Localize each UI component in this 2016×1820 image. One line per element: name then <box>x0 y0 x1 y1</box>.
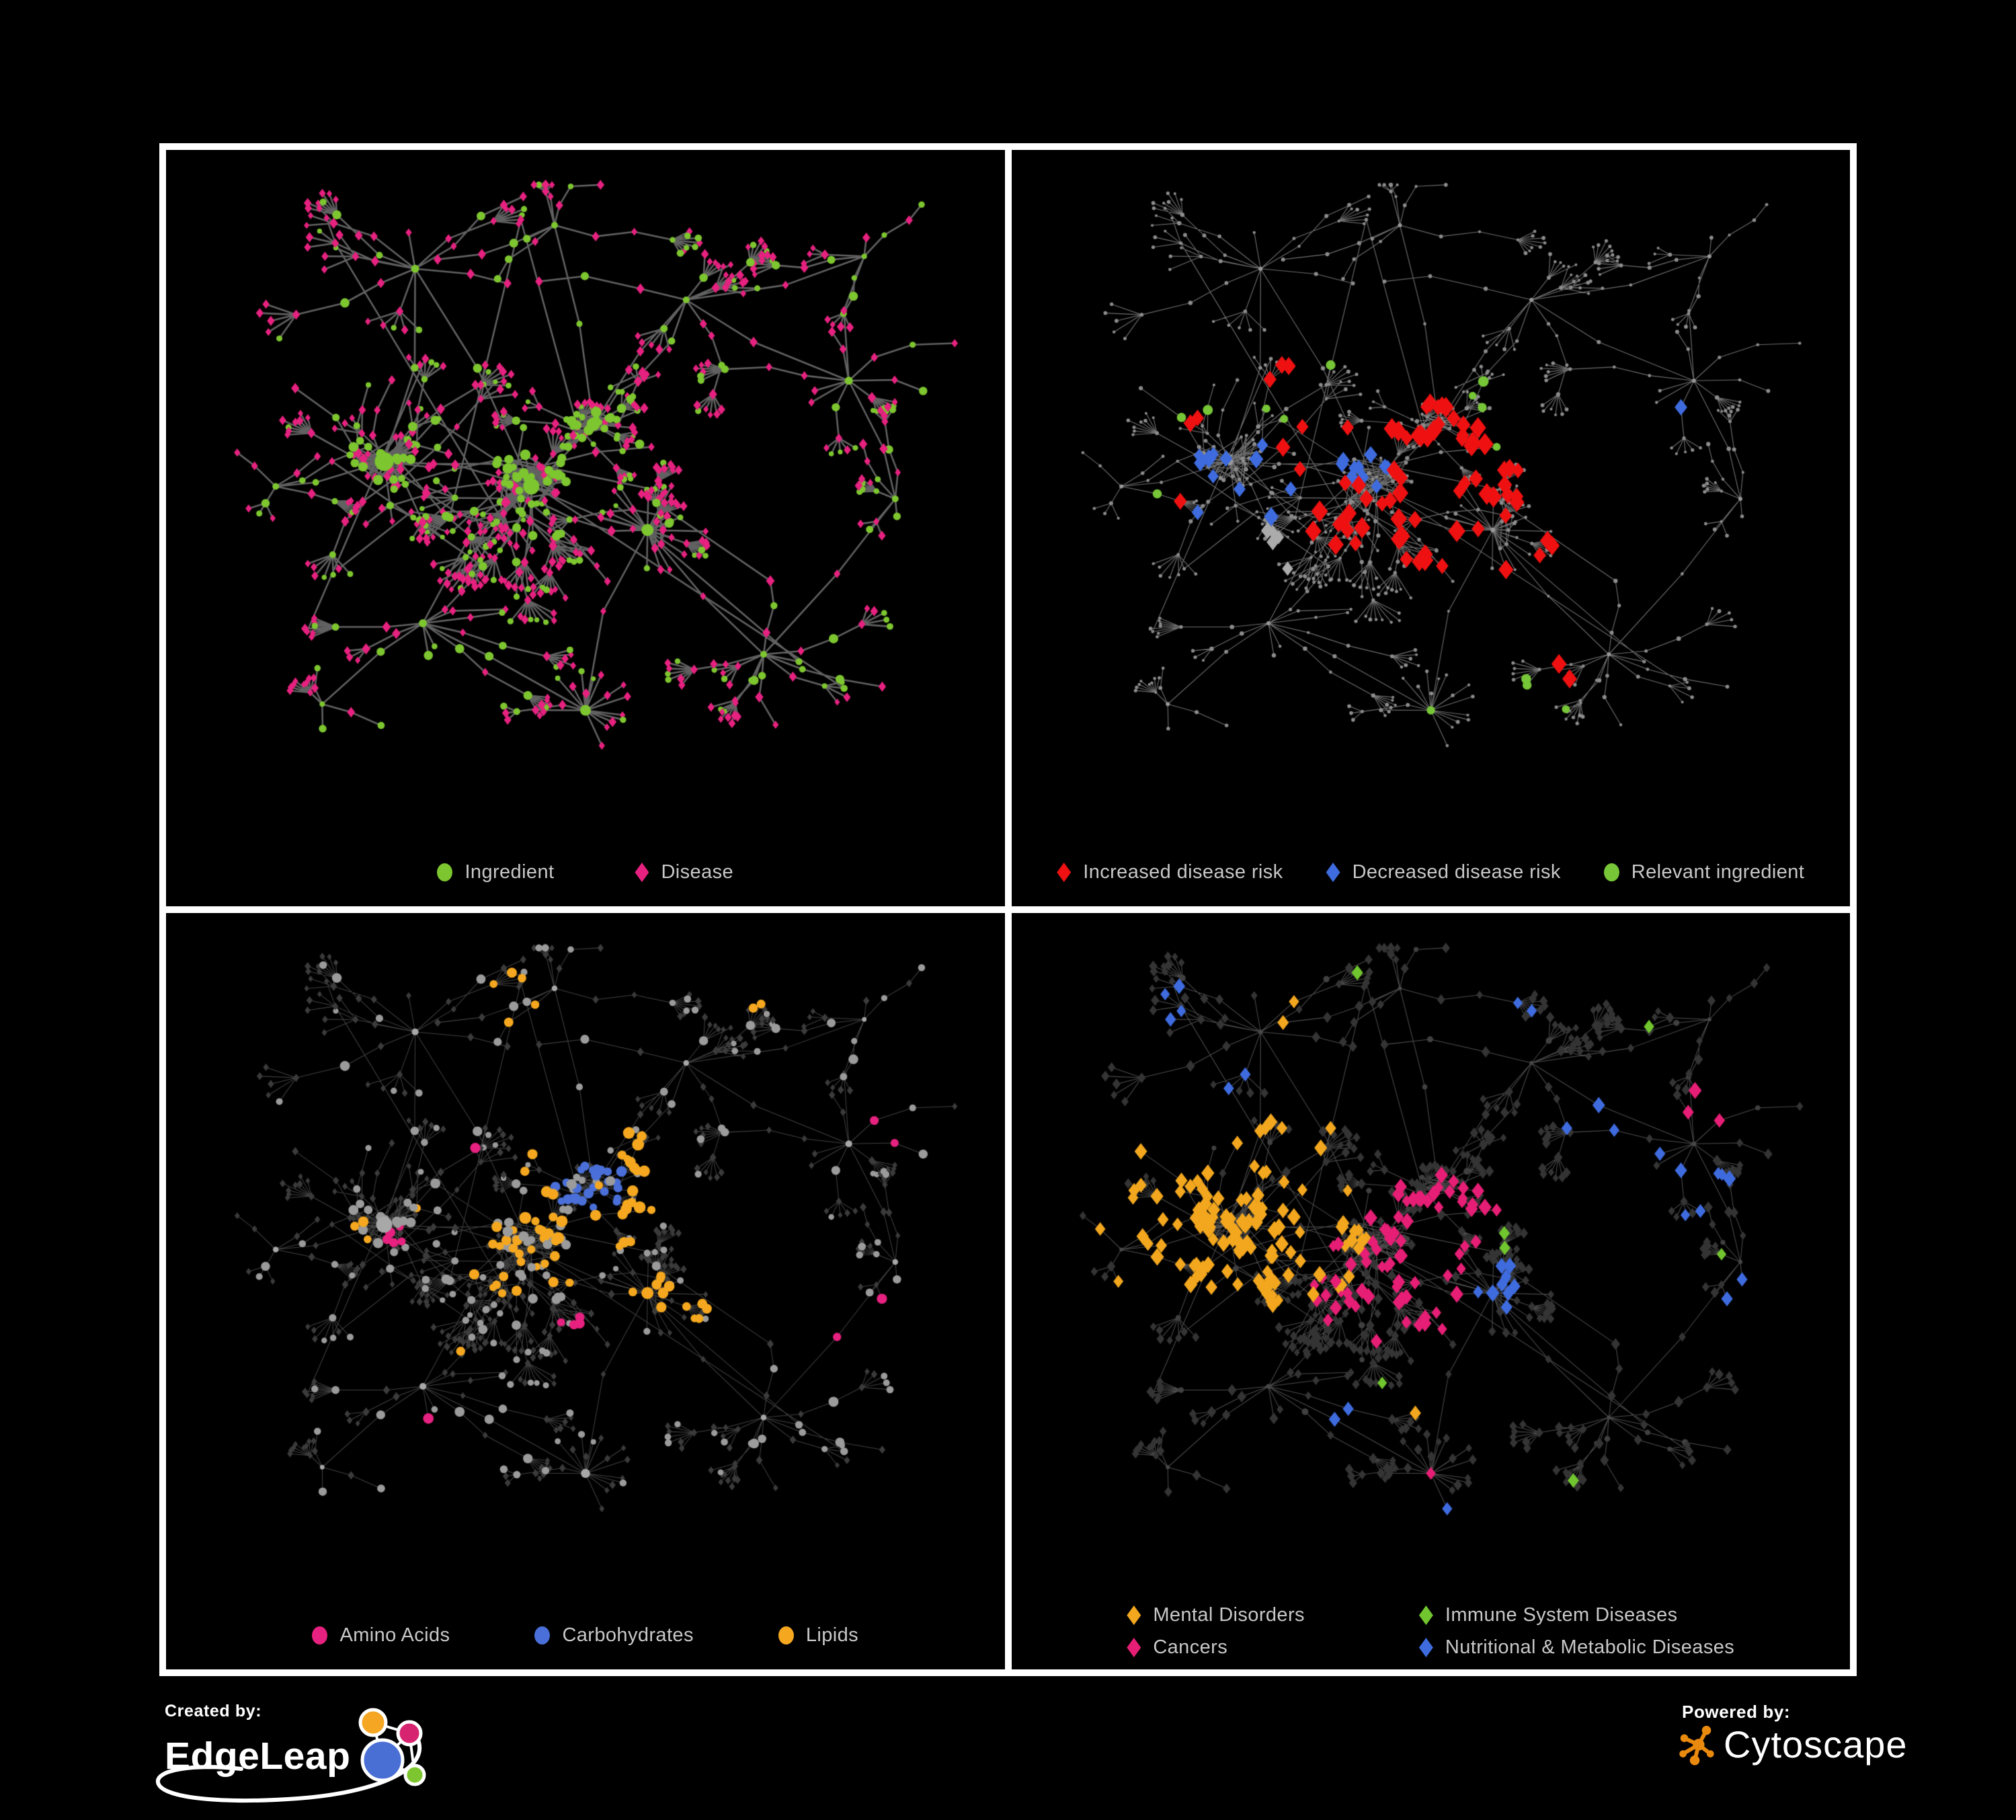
amino-acids-circle-glyph <box>312 1626 328 1645</box>
legend-label: Carbohydrates <box>562 1624 694 1646</box>
carbohydrates-circle-glyph <box>534 1626 551 1645</box>
legend-ingredient-disease: Ingredient Disease <box>166 861 1005 883</box>
panel-ingredient-disease: Ingredient Disease <box>166 150 1005 906</box>
legend-metabolite-classes: Amino Acids Carbohydrates Lipids <box>166 1624 1005 1647</box>
network-canvas-disease-risk <box>1011 150 1850 906</box>
powered-by-label: Powered by: <box>1682 1702 1791 1722</box>
legend-label: Amino Acids <box>339 1624 450 1646</box>
edgeleap-logo-text: EdgeLeap <box>165 1734 351 1778</box>
legend-disease-risk: Increased disease risk Decreased disease … <box>1012 861 1851 883</box>
legend-item-disease: Disease <box>635 861 733 883</box>
nutritional-metabolic-diseases-diamond-glyph <box>1418 1638 1433 1657</box>
edgeleap-network-icon <box>358 1708 426 1786</box>
immune-system-diseases-diamond-glyph <box>1418 1606 1433 1625</box>
panel-metabolite-classes: Amino Acids Carbohydrates Lipids <box>166 913 1005 1669</box>
legend-label: Relevant ingredient <box>1631 861 1805 883</box>
legend-item-mental-disorders: Mental Disorders <box>1127 1604 1305 1626</box>
legend-label: Ingredient <box>465 861 555 883</box>
cytoscape-credit: Powered by: Cytosc <box>1675 1702 1908 1766</box>
legend-label: Disease <box>661 861 734 883</box>
legend-item-carbohydrates: Carbohydrates <box>534 1624 693 1647</box>
legend-disease-categories: Mental Disorders Immune System Diseases Ca… <box>1012 1604 1851 1659</box>
legend-item-nutritional-metabolic-diseases: Nutritional & Metabolic Diseases <box>1418 1636 1735 1659</box>
legend-item-lipids: Lipids <box>778 1624 858 1647</box>
lipids-circle-glyph <box>778 1626 794 1645</box>
network-canvas-ingredient-disease <box>166 150 1005 906</box>
ingredient-circle-glyph <box>437 863 453 881</box>
legend-item-immune-system-diseases: Immune System Diseases <box>1418 1604 1734 1626</box>
legend-label: Cancers <box>1153 1636 1228 1658</box>
mental-disorders-diamond-glyph <box>1127 1606 1141 1625</box>
network-canvas-metabolite-classes <box>166 913 1005 1669</box>
legend-label: Increased disease risk <box>1083 861 1283 883</box>
legend-item-decreased-disease-risk: Decreased disease risk <box>1326 861 1561 883</box>
network-canvas-disease-categories <box>1011 913 1850 1669</box>
cancers-diamond-glyph <box>1127 1638 1141 1657</box>
legend-label: Mental Disorders <box>1153 1604 1305 1626</box>
panel-disease-risk: Increased disease risk Decreased disease … <box>1011 150 1851 906</box>
increased-disease-risk-diamond-glyph <box>1057 863 1072 882</box>
legend-label: Nutritional & Metabolic Diseases <box>1445 1636 1735 1658</box>
decreased-disease-risk-diamond-glyph <box>1326 863 1340 882</box>
legend-item-relevant-ingredient: Relevant ingredient <box>1603 861 1805 883</box>
edgeleap-credit: Created by: EdgeLeap <box>155 1702 428 1803</box>
legend-label: Lipids <box>805 1624 859 1646</box>
relevant-ingredient-circle-glyph <box>1603 863 1619 881</box>
legend-item-increased-disease-risk: Increased disease risk <box>1057 861 1283 883</box>
cytoscape-logo-text: Cytoscape <box>1724 1723 1908 1766</box>
legend-label: Decreased disease risk <box>1352 861 1561 883</box>
legend-item-amino-acids: Amino Acids <box>312 1624 450 1647</box>
disease-diamond-glyph <box>635 863 649 882</box>
legend-label: Immune System Diseases <box>1445 1604 1678 1626</box>
legend-item-ingredient: Ingredient <box>437 861 554 883</box>
cytoscape-icon <box>1679 1725 1714 1766</box>
panel-disease-categories: Mental Disorders Immune System Diseases Ca… <box>1011 913 1851 1669</box>
legend-item-cancers: Cancers <box>1127 1636 1305 1659</box>
created-by-label: Created by: <box>165 1702 262 1720</box>
figure-frame: Ingredient Disease Increased disease risk… <box>159 143 1857 1676</box>
